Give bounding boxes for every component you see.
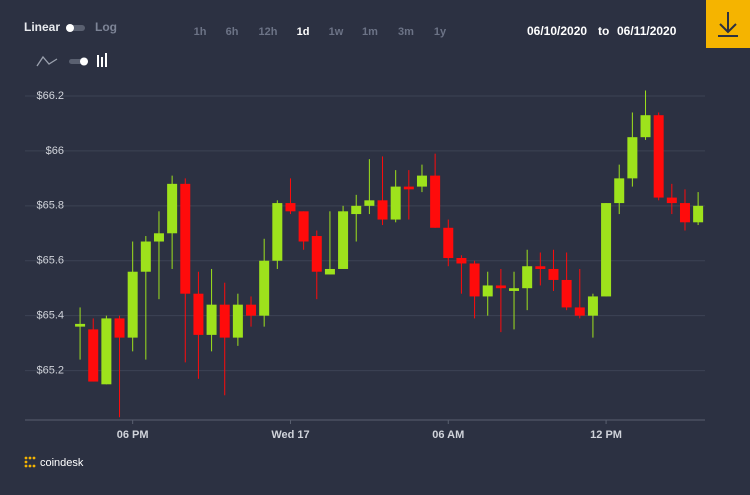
range-button[interactable]: 6h: [226, 26, 239, 38]
candle-body: [561, 279, 572, 308]
candle-body: [456, 257, 467, 264]
candle-body: [640, 115, 651, 138]
range-buttons: 1h 6h 12h 1d 1w 1m 3m 1y: [194, 26, 447, 38]
candle-body: [443, 227, 454, 258]
candle-body: [114, 318, 125, 338]
candle-body: [259, 260, 270, 316]
candle-body: [509, 288, 520, 291]
candle-body: [193, 293, 204, 335]
candle-body: [140, 241, 151, 272]
candle-body: [587, 296, 598, 316]
y-tick-label: $65.6: [36, 255, 64, 267]
candle-body: [574, 307, 585, 316]
range-button[interactable]: 1w: [329, 26, 344, 38]
candle-body: [285, 203, 296, 212]
brand-name: coindesk: [40, 457, 84, 469]
range-button[interactable]: 1y: [434, 26, 447, 38]
x-tick-label: Wed 17: [271, 429, 309, 441]
plot-area: $65.2 $65.4 $65.6 $65.8 $66 $66.2 06 PM Wed 17 0…: [25, 90, 705, 441]
scale-linear[interactable]: Linear: [24, 20, 60, 34]
y-tick-label: $66.2: [36, 90, 64, 102]
scale-log[interactable]: Log: [95, 20, 117, 34]
download-button[interactable]: [706, 0, 750, 48]
candle-body: [324, 268, 335, 275]
candle-body: [351, 205, 362, 215]
range-button[interactable]: 3m: [398, 26, 414, 38]
x-tick-label: 12 PM: [590, 429, 622, 441]
line-chart-icon[interactable]: [36, 55, 58, 67]
candle-body: [627, 137, 638, 179]
candle-body: [75, 323, 86, 327]
candle-icon[interactable]: [97, 53, 107, 67]
candle-body: [153, 233, 164, 242]
x-tick-label: 06 AM: [432, 429, 464, 441]
candle-body: [416, 175, 427, 187]
candle-body: [206, 304, 217, 335]
candle-body: [298, 211, 309, 242]
candle-body: [693, 205, 704, 223]
range-button[interactable]: 12h: [259, 26, 278, 38]
candle-body: [548, 268, 559, 280]
candle-body: [653, 115, 664, 198]
candle-body: [495, 285, 506, 289]
brand-logo: coindesk: [24, 456, 84, 469]
candle-body: [482, 285, 493, 297]
toggle-knob: [66, 24, 74, 32]
range-button[interactable]: 1h: [194, 26, 207, 38]
logo-icon: [24, 456, 36, 468]
y-tick-label: $65.2: [36, 364, 64, 376]
candle-body: [246, 304, 257, 316]
date-from[interactable]: 06/10/2020: [527, 24, 587, 38]
candle-body: [679, 203, 690, 223]
candle-body: [535, 266, 546, 269]
candle-body: [167, 183, 178, 234]
candle-body: [377, 200, 388, 220]
range-button[interactable]: 1d: [297, 26, 310, 38]
candle-body: [219, 304, 230, 338]
candle-body: [522, 266, 533, 289]
candle-body: [180, 183, 191, 294]
date-to[interactable]: 06/11/2020: [617, 24, 677, 38]
y-tick-label: $65.8: [36, 200, 64, 212]
candle-body: [101, 318, 112, 385]
range-button[interactable]: 1m: [362, 26, 378, 38]
candle-body: [430, 175, 441, 228]
candle-body: [614, 178, 625, 204]
candle-body: [364, 200, 375, 206]
candle-body: [601, 203, 612, 297]
candle-body: [311, 236, 322, 272]
candle-body: [232, 304, 243, 338]
candle-body: [88, 329, 99, 382]
y-tick-label: $66: [46, 145, 64, 157]
x-tick-label: 06 PM: [117, 429, 149, 441]
candle-body: [469, 263, 480, 297]
candle-body: [338, 211, 349, 269]
toggle-knob: [80, 57, 88, 66]
candle-body: [272, 203, 283, 261]
y-tick-label: $65.4: [36, 310, 64, 322]
download-icon: [718, 12, 738, 37]
date-separator: to: [598, 24, 609, 38]
candle-body: [403, 186, 414, 190]
candle-body: [666, 197, 677, 204]
candle-body: [127, 271, 138, 338]
candle-body: [390, 186, 401, 220]
